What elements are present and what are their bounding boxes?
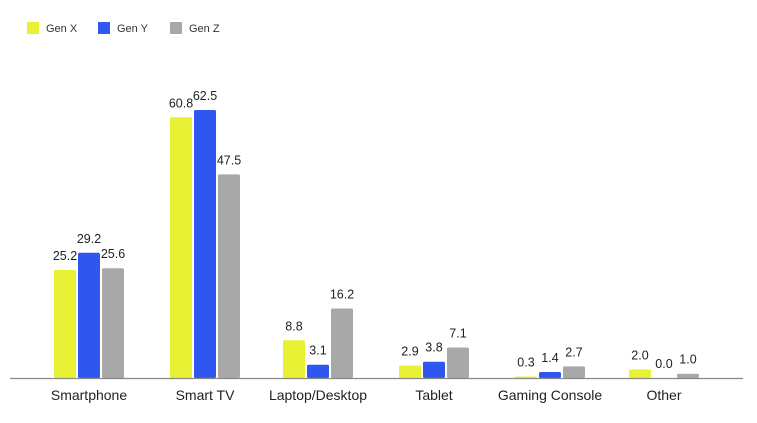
legend-label-gen-x: Gen X [46, 23, 78, 35]
legend-label-gen-y: Gen Y [117, 23, 149, 35]
bar-gen-y-tablet [423, 361, 445, 378]
bar-gen-z-laptop-desktop [331, 308, 353, 378]
legend-swatch-gen-y [98, 22, 110, 34]
value-label: 7.1 [449, 327, 466, 341]
category-label: Smartphone [51, 387, 127, 403]
bar-gen-x-other [629, 369, 651, 378]
bar-gen-z-other [677, 373, 699, 378]
legend-swatch-gen-z [170, 22, 182, 34]
value-label: 2.9 [401, 345, 418, 359]
value-label: 2.0 [631, 348, 648, 362]
bar-gen-z-smartphone [102, 268, 124, 378]
category-label: Other [646, 387, 681, 403]
value-label: 8.8 [285, 319, 302, 333]
value-label: 3.8 [425, 341, 442, 355]
value-label: 1.0 [679, 353, 696, 367]
value-labels: 25.2 60.8 8.8 2.9 0.3 2.0 29.2 62.5 3.1 3.8 1.4 0.0… [53, 89, 697, 371]
value-label: 62.5 [193, 89, 217, 103]
value-label: 1.4 [541, 351, 558, 365]
bar-gen-z-gaming-console [563, 366, 585, 378]
bar-gen-y-smart-tv [194, 110, 216, 378]
bar-gen-z-smart-tv [218, 174, 240, 378]
bar-gen-x-smartphone [54, 269, 76, 378]
legend: Gen X Gen Y Gen Z [27, 22, 220, 35]
value-label: 47.5 [217, 153, 241, 167]
bar-gen-y-laptop-desktop [307, 364, 329, 378]
category-labels: Smartphone Smart TV Laptop/Desktop Tablet Ga… [51, 387, 682, 403]
legend-swatch-gen-x [27, 22, 39, 34]
category-label: Tablet [415, 387, 452, 403]
value-label: 0.3 [517, 356, 534, 370]
value-label: 25.2 [53, 249, 77, 263]
bar-gen-y-smartphone [78, 252, 100, 378]
bars [54, 110, 699, 378]
bar-gen-z-tablet [447, 347, 469, 378]
value-label: 29.2 [77, 232, 101, 246]
bar-gen-y-gaming-console [539, 371, 561, 378]
category-label: Laptop/Desktop [269, 387, 367, 403]
value-label: 0.0 [655, 357, 672, 371]
value-label: 16.2 [330, 288, 354, 302]
category-label: Smart TV [176, 387, 236, 403]
bar-gen-x-laptop-desktop [283, 340, 305, 378]
legend-label-gen-z: Gen Z [189, 23, 220, 35]
bar-gen-x-smart-tv [170, 117, 192, 378]
value-label: 2.7 [565, 345, 582, 359]
value-label: 25.6 [101, 247, 125, 261]
value-label: 60.8 [169, 96, 193, 110]
bar-gen-x-gaming-console [515, 376, 537, 378]
value-label: 3.1 [309, 344, 326, 358]
bar-gen-x-tablet [399, 365, 421, 378]
category-label: Gaming Console [498, 387, 602, 403]
